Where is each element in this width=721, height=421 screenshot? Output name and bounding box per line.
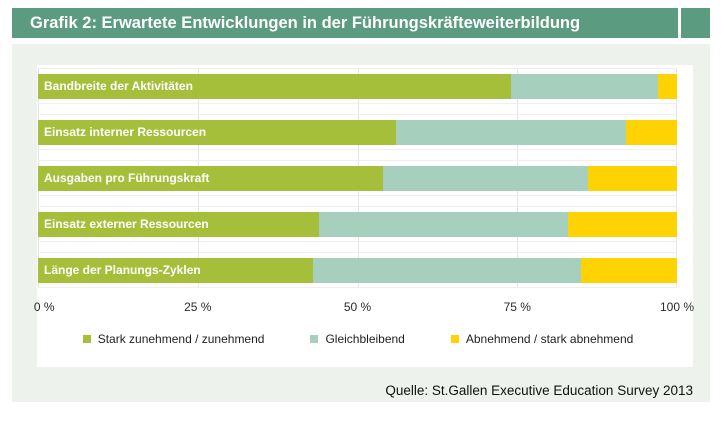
bar-segment <box>319 211 569 237</box>
bar-segment <box>312 257 582 283</box>
bar-segment: Bandbreite der Aktivitäten <box>38 73 511 99</box>
bar-segment: Länge der Planungs-Zyklen <box>38 257 313 283</box>
bar-segment: Einsatz interner Ressourcen <box>38 119 396 145</box>
bar-row: Einsatz interner Ressourcen <box>38 114 677 150</box>
bar-segment <box>625 119 677 145</box>
source-caption: Quelle: St.Gallen Executive Education Su… <box>385 383 693 398</box>
stacked-bar: Länge der Planungs-Zyklen <box>38 257 677 283</box>
axis-tick-label: 100 % <box>659 300 695 314</box>
x-axis: 0 % 25 % 50 % 75 % 100 % <box>34 296 694 320</box>
legend-label: Stark zunehmend / zunehmend <box>97 332 265 346</box>
legend: Stark zunehmend / zunehmend Gleichbleiben… <box>38 332 678 346</box>
header-row: Grafik 2: Erwartete Entwicklungen in der… <box>12 8 710 38</box>
legend-marker <box>450 335 459 343</box>
bar-label: Einsatz interner Ressourcen <box>44 124 207 139</box>
legend-label: Abnehmend / stark abnehmend <box>465 332 634 346</box>
bar-segment <box>383 165 588 191</box>
bar-label: Länge der Planungs-Zyklen <box>44 262 201 277</box>
bar-label: Bandbreite der Aktivitäten <box>44 78 193 93</box>
bar-row: Bandbreite der Aktivitäten <box>38 68 677 104</box>
legend-item: Abnehmend / stark abnehmend <box>450 332 634 346</box>
bar-row: Einsatz externer Ressourcen <box>38 206 677 242</box>
stacked-bar: Einsatz interner Ressourcen <box>38 119 677 145</box>
bar-segment <box>657 73 677 99</box>
bar-label: Einsatz externer Ressourcen <box>44 216 209 231</box>
plot-area: Bandbreite der Aktivitäten Einsatz intern… <box>34 68 694 320</box>
bar-segment <box>568 211 677 237</box>
axis-tick-label: 75 % <box>503 300 531 314</box>
title-bar-accent-block <box>681 8 710 38</box>
axis-tick-label: 25 % <box>184 300 212 314</box>
bar-segment: Einsatz externer Ressourcen <box>38 211 320 237</box>
legend-item: Stark zunehmend / zunehmend <box>82 332 265 346</box>
bar-bands: Bandbreite der Aktivitäten Einsatz intern… <box>38 68 677 288</box>
legend-item: Gleichbleibend <box>310 332 405 346</box>
legend-marker <box>310 335 319 343</box>
axis-tick-label: 0 % <box>33 300 55 314</box>
stacked-bar: Einsatz externer Ressourcen <box>38 211 677 237</box>
chart-panel: Bandbreite der Aktivitäten Einsatz intern… <box>12 44 710 402</box>
bar-segment <box>395 119 626 145</box>
chart-title: Grafik 2: Erwartete Entwicklungen in der… <box>30 14 581 32</box>
title-bar: Grafik 2: Erwartete Entwicklungen in der… <box>12 8 678 38</box>
stacked-bar: Bandbreite der Aktivitäten <box>38 73 677 99</box>
bar-label: Ausgaben pro Führungskraft <box>44 170 210 185</box>
stacked-bar: Ausgaben pro Führungskraft <box>38 165 677 191</box>
axis-tick-label: 50 % <box>343 300 372 314</box>
bar-row: Länge der Planungs-Zyklen <box>38 252 677 288</box>
chart-card: Bandbreite der Aktivitäten Einsatz intern… <box>34 65 694 367</box>
legend-marker <box>82 335 91 343</box>
legend-label: Gleichbleibend <box>325 332 405 346</box>
bar-segment <box>581 257 677 283</box>
bar-segment <box>587 165 677 191</box>
bar-segment <box>510 73 658 99</box>
bar-row: Ausgaben pro Führungskraft <box>38 160 677 196</box>
bar-segment: Ausgaben pro Führungskraft <box>38 165 384 191</box>
